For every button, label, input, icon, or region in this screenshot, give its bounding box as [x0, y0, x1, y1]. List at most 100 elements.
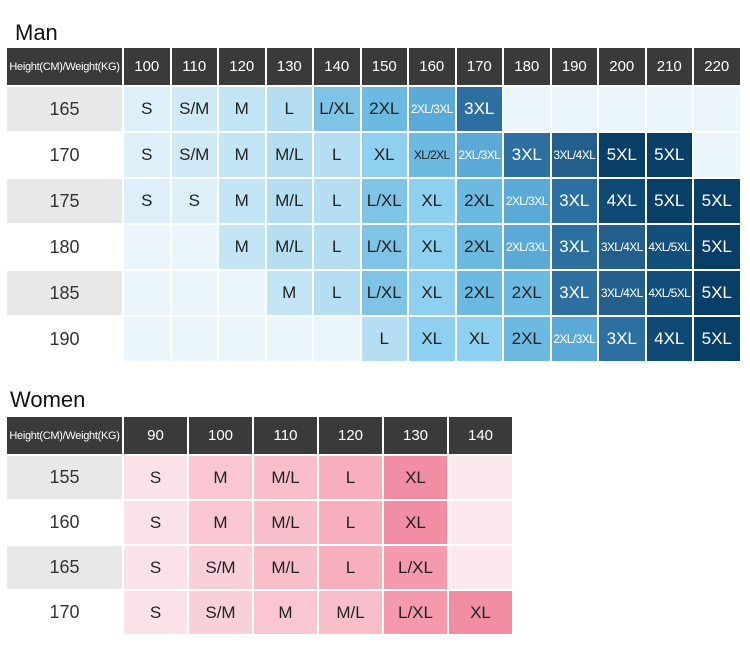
man-weight-header: 160 [409, 48, 455, 85]
women-size-cell: M/L [254, 456, 317, 499]
women-size-cell: S [124, 456, 187, 499]
women-size-cell: L/XL [384, 546, 447, 589]
women-size-cell: L [319, 456, 382, 499]
man-size-cell: L/XL [314, 87, 360, 131]
women-size-cell: L [319, 546, 382, 589]
women-size-cell: S/M [189, 591, 252, 634]
man-size-cell: L [314, 225, 360, 269]
man-size-cell [219, 271, 265, 315]
women-size-cell: XL [384, 501, 447, 544]
man-weight-header: 180 [504, 48, 550, 85]
man-size-cell: L/XL [361, 225, 407, 269]
man-weight-header: 110 [171, 48, 217, 85]
man-size-cell: 5XL [694, 179, 740, 223]
man-size-cell: 3XL/4XL [551, 133, 597, 177]
man-size-cell: 4XL/5XL [646, 225, 692, 269]
women-size-cell [449, 501, 512, 544]
man-size-cell: L [314, 271, 360, 315]
man-size-cell [599, 87, 645, 131]
man-size-cell: S [124, 87, 170, 131]
man-size-cell: L [266, 87, 312, 131]
women-size-cell: S [124, 546, 187, 589]
man-size-cell: 4XL [599, 179, 645, 223]
man-size-cell: 5XL [599, 133, 645, 177]
man-size-cell: 3XL/4XL [599, 225, 645, 269]
man-size-cell: M [219, 225, 265, 269]
man-weight-header: 140 [314, 48, 360, 85]
women-height-cell: 160 [7, 501, 122, 544]
man-size-cell: XL [409, 225, 455, 269]
man-size-cell: S [124, 179, 170, 223]
women-weight-header: 130 [384, 417, 447, 454]
man-size-cell: S [124, 133, 170, 177]
man-table-row: 190 L XL XL 2XL 2XL/3XL 3XL 4XL 5XL [7, 317, 740, 361]
man-weight-header: 170 [456, 48, 502, 85]
women-table-row: 155 S M M/L L XL [7, 456, 512, 499]
man-size-cell: 3XL [551, 271, 597, 315]
man-size-cell: M [219, 133, 265, 177]
man-size-cell [219, 317, 265, 361]
man-size-cell [646, 87, 692, 131]
man-size-cell: 5XL [694, 271, 740, 315]
man-height-cell: 180 [7, 225, 122, 269]
women-weight-header: 110 [254, 417, 317, 454]
women-height-cell: 155 [7, 456, 122, 499]
women-size-table: Height(CM)/Weight(KG) 90 100 110 120 130 140 15… [5, 415, 514, 636]
man-size-cell: 3XL [551, 179, 597, 223]
man-size-cell: 2XL/3XL [504, 179, 550, 223]
man-weight-header: 210 [646, 48, 692, 85]
man-table-row: 185 M L L/XL XL 2XL 2XL 3XL 3XL/4XL 4XL/5XL 5XL [7, 271, 740, 315]
man-size-cell: 3XL [504, 133, 550, 177]
man-size-cell [314, 317, 360, 361]
man-weight-header: 220 [694, 48, 740, 85]
man-size-cell [124, 317, 170, 361]
women-size-cell: M [189, 501, 252, 544]
women-weight-header: 90 [124, 417, 187, 454]
women-size-cell [449, 456, 512, 499]
man-corner-label: Height(CM)/Weight(KG) [7, 48, 122, 85]
women-size-cell: M/L [319, 591, 382, 634]
man-weight-header: 120 [219, 48, 265, 85]
man-size-cell: 5XL [646, 179, 692, 223]
man-size-cell: M/L [266, 179, 312, 223]
man-size-cell: M/L [266, 133, 312, 177]
women-table-row: 160 S M M/L L XL [7, 501, 512, 544]
women-size-cell: S [124, 501, 187, 544]
man-size-cell: 4XL/5XL [646, 271, 692, 315]
man-size-cell [124, 225, 170, 269]
women-size-cell: L [319, 501, 382, 544]
man-size-cell: XL [409, 179, 455, 223]
women-size-cell: L/XL [384, 591, 447, 634]
women-height-cell: 165 [7, 546, 122, 589]
man-size-cell: L [361, 317, 407, 361]
man-size-cell: L/XL [361, 179, 407, 223]
man-size-cell: S/M [171, 87, 217, 131]
man-weight-header: 190 [551, 48, 597, 85]
man-size-cell: XL [361, 133, 407, 177]
man-size-cell: 3XL [551, 225, 597, 269]
women-table-row: 165 S S/M M/L L L/XL [7, 546, 512, 589]
man-header-row: Height(CM)/Weight(KG) 100 110 120 130 140 150 1… [7, 48, 740, 85]
man-size-cell [694, 133, 740, 177]
man-size-cell [171, 317, 217, 361]
man-size-cell: S [171, 179, 217, 223]
women-table-row: 170 S S/M M M/L L/XL XL [7, 591, 512, 634]
man-size-cell [171, 225, 217, 269]
man-table-row: 180 M M/L L L/XL XL 2XL 2XL/3XL 3XL 3XL/4XL 4XL/5X… [7, 225, 740, 269]
man-size-cell: 2XL [504, 317, 550, 361]
man-size-cell: 2XL/3XL [409, 87, 455, 131]
man-size-cell [171, 271, 217, 315]
man-height-cell: 175 [7, 179, 122, 223]
man-height-cell: 165 [7, 87, 122, 131]
man-size-cell [551, 87, 597, 131]
man-size-table: Height(CM)/Weight(KG) 100 110 120 130 140 150 1… [5, 46, 742, 363]
man-height-cell: 185 [7, 271, 122, 315]
man-size-cell: M/L [266, 225, 312, 269]
man-table-row: 165 S S/M M L L/XL 2XL 2XL/3XL 3XL [7, 87, 740, 131]
women-weight-header: 100 [189, 417, 252, 454]
man-size-cell: 2XL [456, 271, 502, 315]
man-size-cell: L [314, 133, 360, 177]
women-size-cell: XL [449, 591, 512, 634]
women-size-cell: S/M [189, 546, 252, 589]
women-size-cell: M [254, 591, 317, 634]
